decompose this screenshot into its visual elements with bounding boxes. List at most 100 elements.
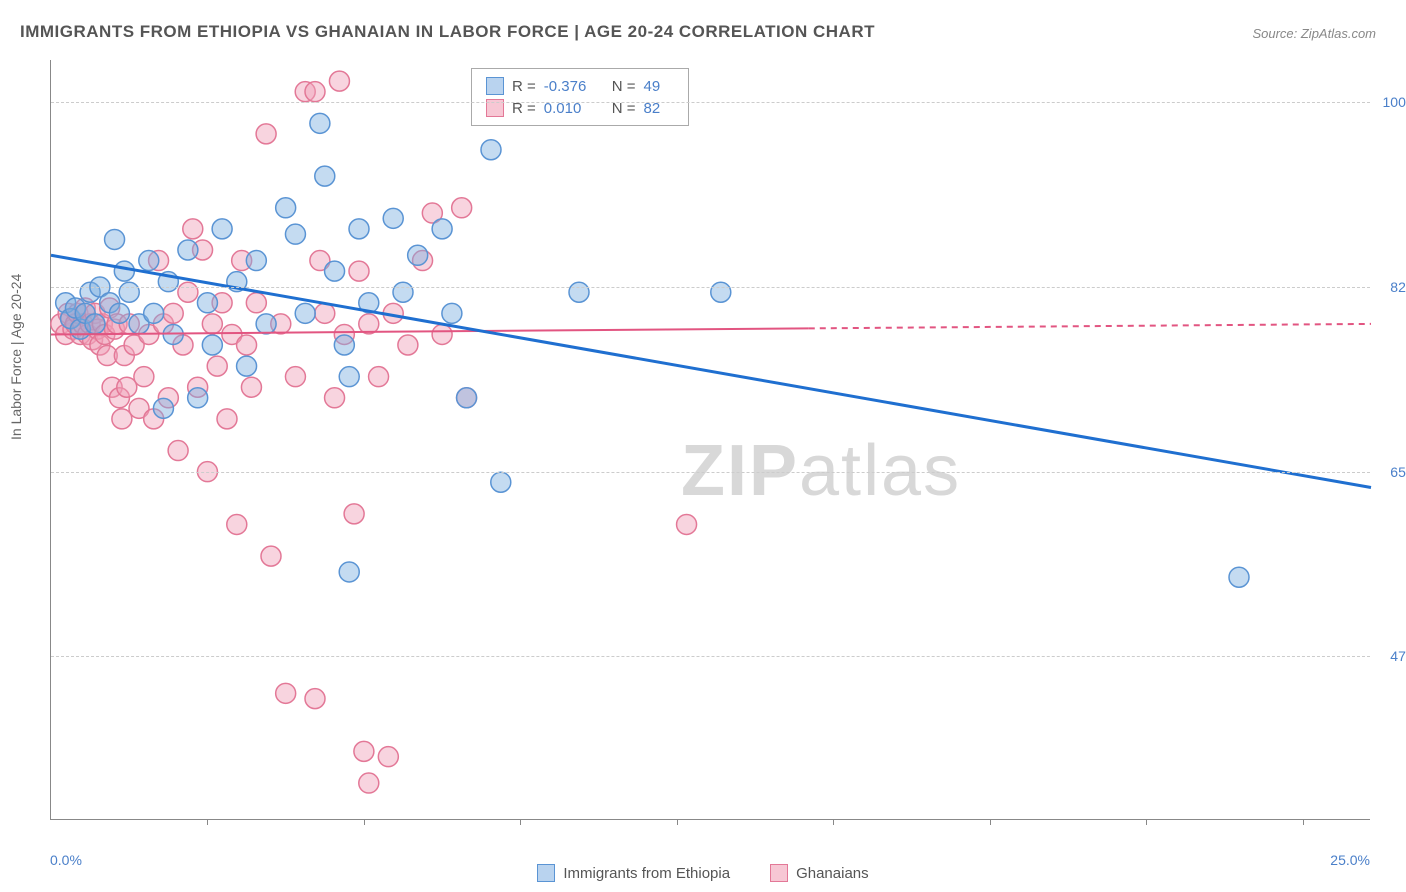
correlation-row: R = -0.376 N = 49 [486, 75, 674, 97]
ghanaians-point [677, 514, 697, 534]
n-label: N = [612, 78, 636, 95]
ethiopia-point [114, 261, 134, 281]
ghanaians-point [354, 741, 374, 761]
gridline-h [51, 102, 1370, 103]
ghanaians-point [217, 409, 237, 429]
legend-item: Ghanaians [770, 864, 869, 882]
ghanaians-point [325, 388, 345, 408]
x-tick [207, 819, 208, 825]
ethiopia-point [153, 398, 173, 418]
x-tick [1303, 819, 1304, 825]
ethiopia-point [442, 303, 462, 323]
ethiopia-point [119, 282, 139, 302]
ethiopia-point [85, 314, 105, 334]
gridline-h [51, 287, 1370, 288]
r-label: R = [512, 78, 536, 95]
ethiopia-point [432, 219, 452, 239]
ethiopia-point [188, 388, 208, 408]
legend-label: Ghanaians [796, 865, 869, 882]
ethiopia-point [197, 293, 217, 313]
ethiopia-point [256, 314, 276, 334]
ethiopia-point [202, 335, 222, 355]
ghanaians-point [305, 689, 325, 709]
y-axis-label: In Labor Force | Age 20-24 [8, 274, 24, 440]
ethiopia-point [408, 245, 428, 265]
ghanaians-point [305, 82, 325, 102]
ghanaians-point [276, 683, 296, 703]
ghanaians-point [134, 367, 154, 387]
ghanaians-point [329, 71, 349, 91]
source-attribution: Source: ZipAtlas.com [1252, 26, 1376, 41]
legend-swatch [537, 864, 555, 882]
r-value: -0.376 [544, 78, 604, 95]
x-tick [520, 819, 521, 825]
ethiopia-point [334, 335, 354, 355]
ethiopia-point [457, 388, 477, 408]
x-tick [833, 819, 834, 825]
ghanaians-point [227, 514, 247, 534]
ethiopia-point [310, 113, 330, 133]
ethiopia-point [178, 240, 198, 260]
ghanaians-point [237, 335, 257, 355]
ghanaians-point [207, 356, 227, 376]
ethiopia-point [481, 140, 501, 160]
ethiopia-point [139, 251, 159, 271]
legend-item: Immigrants from Ethiopia [537, 864, 730, 882]
ghanaians-point [285, 367, 305, 387]
y-tick-label: 100.0% [1383, 94, 1406, 110]
gridline-h [51, 472, 1370, 473]
x-tick [1146, 819, 1147, 825]
legend-swatch [486, 77, 504, 95]
ethiopia-point [144, 303, 164, 323]
ethiopia-point [325, 261, 345, 281]
ethiopia-point [569, 282, 589, 302]
x-tick [364, 819, 365, 825]
ethiopia-point [212, 219, 232, 239]
ethiopia-point [1229, 567, 1249, 587]
ghanaians-point [369, 367, 389, 387]
legend-swatch [770, 864, 788, 882]
x-tick [990, 819, 991, 825]
ethiopia-point [349, 219, 369, 239]
ghanaians-trendline-dashed [809, 324, 1371, 328]
y-tick-label: 47.5% [1390, 648, 1406, 664]
ghanaians-point [163, 303, 183, 323]
ghanaians-point [432, 324, 452, 344]
ghanaians-point [202, 314, 222, 334]
series-legend: Immigrants from Ethiopia Ghanaians [0, 864, 1406, 886]
ethiopia-point [295, 303, 315, 323]
ethiopia-point [339, 562, 359, 582]
ghanaians-point [183, 219, 203, 239]
ethiopia-point [711, 282, 731, 302]
ethiopia-point [109, 303, 129, 323]
ghanaians-point [452, 198, 472, 218]
ghanaians-point [178, 282, 198, 302]
ethiopia-point [237, 356, 257, 376]
ethiopia-point [491, 472, 511, 492]
ghanaians-point [246, 293, 266, 313]
y-tick-label: 65.0% [1390, 464, 1406, 480]
ethiopia-point [383, 208, 403, 228]
ethiopia-point [285, 224, 305, 244]
x-tick [677, 819, 678, 825]
ethiopia-point [393, 282, 413, 302]
ghanaians-point [256, 124, 276, 144]
ethiopia-point [246, 251, 266, 271]
ethiopia-point [105, 229, 125, 249]
correlation-row: R =0.010N =82 [486, 97, 674, 119]
ethiopia-point [339, 367, 359, 387]
correlation-legend: R = -0.376 N = 49 R =0.010N =82 [471, 68, 689, 126]
ghanaians-point [378, 747, 398, 767]
ghanaians-point [398, 335, 418, 355]
gridline-h [51, 656, 1370, 657]
ghanaians-point [359, 773, 379, 793]
ghanaians-point [349, 261, 369, 281]
ethiopia-point [276, 198, 296, 218]
legend-label: Immigrants from Ethiopia [563, 865, 730, 882]
plot-area: ZIPatlas R =-0.376N =49R =0.010N =82 100… [50, 60, 1370, 820]
y-tick-label: 82.5% [1390, 279, 1406, 295]
ethiopia-point [315, 166, 335, 186]
ghanaians-point [315, 303, 335, 323]
n-value: 49 [644, 78, 674, 95]
ghanaians-point [241, 377, 261, 397]
